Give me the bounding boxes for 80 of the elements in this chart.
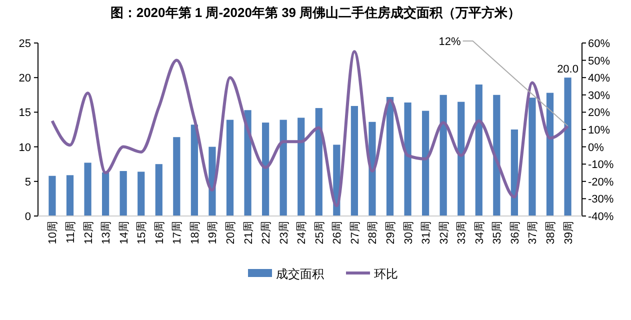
y2-tick-label: -10% — [588, 159, 614, 172]
x-tick-label: 15周 — [136, 221, 148, 244]
data-label: 20.0 — [557, 64, 578, 76]
data-label: 12% — [438, 36, 461, 48]
bar — [190, 124, 198, 216]
x-tick-label: 37周 — [527, 221, 540, 244]
bar — [475, 84, 482, 216]
x-tick-label: 28周 — [367, 221, 380, 244]
x-tick-label: 10周 — [47, 221, 60, 244]
x-tick-label: 16周 — [154, 221, 166, 244]
bar — [386, 96, 394, 216]
bar — [48, 176, 56, 216]
bar — [510, 130, 518, 216]
bar — [564, 78, 572, 216]
x-tick-label: 32周 — [438, 221, 450, 244]
y2-tick-label: 30% — [588, 90, 610, 102]
bar — [120, 171, 127, 216]
y2-tick-label: 40% — [588, 72, 610, 85]
y2-tick-label: -40% — [588, 211, 614, 223]
x-tick-label: 27周 — [349, 221, 362, 244]
chart-title: 图：2020年第 1 周-2020年第 39 周佛山二手住房成交面积（万平方米） — [110, 5, 521, 20]
y2-tick-label: 0% — [588, 142, 604, 154]
x-tick-label: 18周 — [189, 221, 202, 244]
bar — [138, 172, 145, 216]
x-tick-label: 34周 — [474, 221, 486, 244]
y2-tick-label: 50% — [588, 55, 610, 68]
y2-tick-label: -20% — [588, 176, 614, 188]
x-tick-label: 29周 — [385, 221, 397, 244]
x-tick-label: 21周 — [242, 221, 255, 244]
x-tick-label: 14周 — [118, 221, 130, 244]
bar — [244, 110, 252, 216]
bar — [368, 122, 376, 216]
bar — [440, 94, 447, 216]
x-tick-label: 22周 — [260, 221, 273, 244]
y-tick-label: 20 — [18, 72, 31, 85]
x-tick-label: 30周 — [402, 221, 415, 244]
y2-tick-label: 20% — [588, 107, 610, 120]
y2-tick-label: 60% — [588, 38, 610, 50]
y-tick-label: 0 — [24, 211, 31, 223]
x-tick-label: 39周 — [562, 221, 575, 244]
bar — [298, 118, 305, 216]
bar — [262, 122, 270, 216]
y-tick-label: 5 — [24, 176, 31, 188]
x-tick-label: 24周 — [296, 221, 308, 244]
bar — [84, 162, 92, 216]
y-tick-label: 15 — [18, 107, 31, 120]
y-tick-label: 25 — [18, 38, 31, 50]
legend-label: 环比 — [374, 267, 398, 281]
bar — [528, 98, 536, 216]
x-tick-label: 19周 — [207, 221, 220, 244]
bar — [66, 175, 74, 216]
y2-tick-label: -30% — [588, 194, 614, 206]
bar — [155, 164, 162, 216]
x-tick-label: 33周 — [456, 221, 468, 244]
x-tick-label: 25周 — [314, 221, 326, 244]
bar — [458, 102, 465, 216]
bar — [173, 137, 180, 216]
x-tick-label: 38周 — [545, 221, 557, 244]
bar — [546, 92, 554, 216]
x-tick-label: 36周 — [509, 221, 522, 244]
bar — [280, 120, 287, 216]
bar — [350, 106, 358, 216]
y-tick-label: 10 — [18, 142, 31, 154]
legend-label: 成交面积 — [276, 267, 324, 281]
bar — [315, 108, 322, 216]
x-tick-label: 35周 — [492, 221, 504, 244]
bar — [493, 94, 500, 216]
x-tick-label: 11周 — [65, 221, 77, 244]
x-tick-label: 20周 — [225, 221, 237, 244]
x-tick-label: 31周 — [420, 221, 433, 244]
x-tick-label: 23周 — [278, 221, 290, 244]
y2-tick-label: 10% — [588, 124, 610, 136]
bar — [422, 110, 430, 216]
x-tick-label: 26周 — [332, 221, 344, 244]
x-tick-label: 17周 — [172, 221, 184, 244]
bar — [404, 102, 412, 216]
x-tick-label: 12周 — [82, 221, 95, 244]
x-tick-label: 13周 — [100, 221, 113, 244]
bar — [102, 172, 110, 216]
bar — [226, 120, 234, 216]
